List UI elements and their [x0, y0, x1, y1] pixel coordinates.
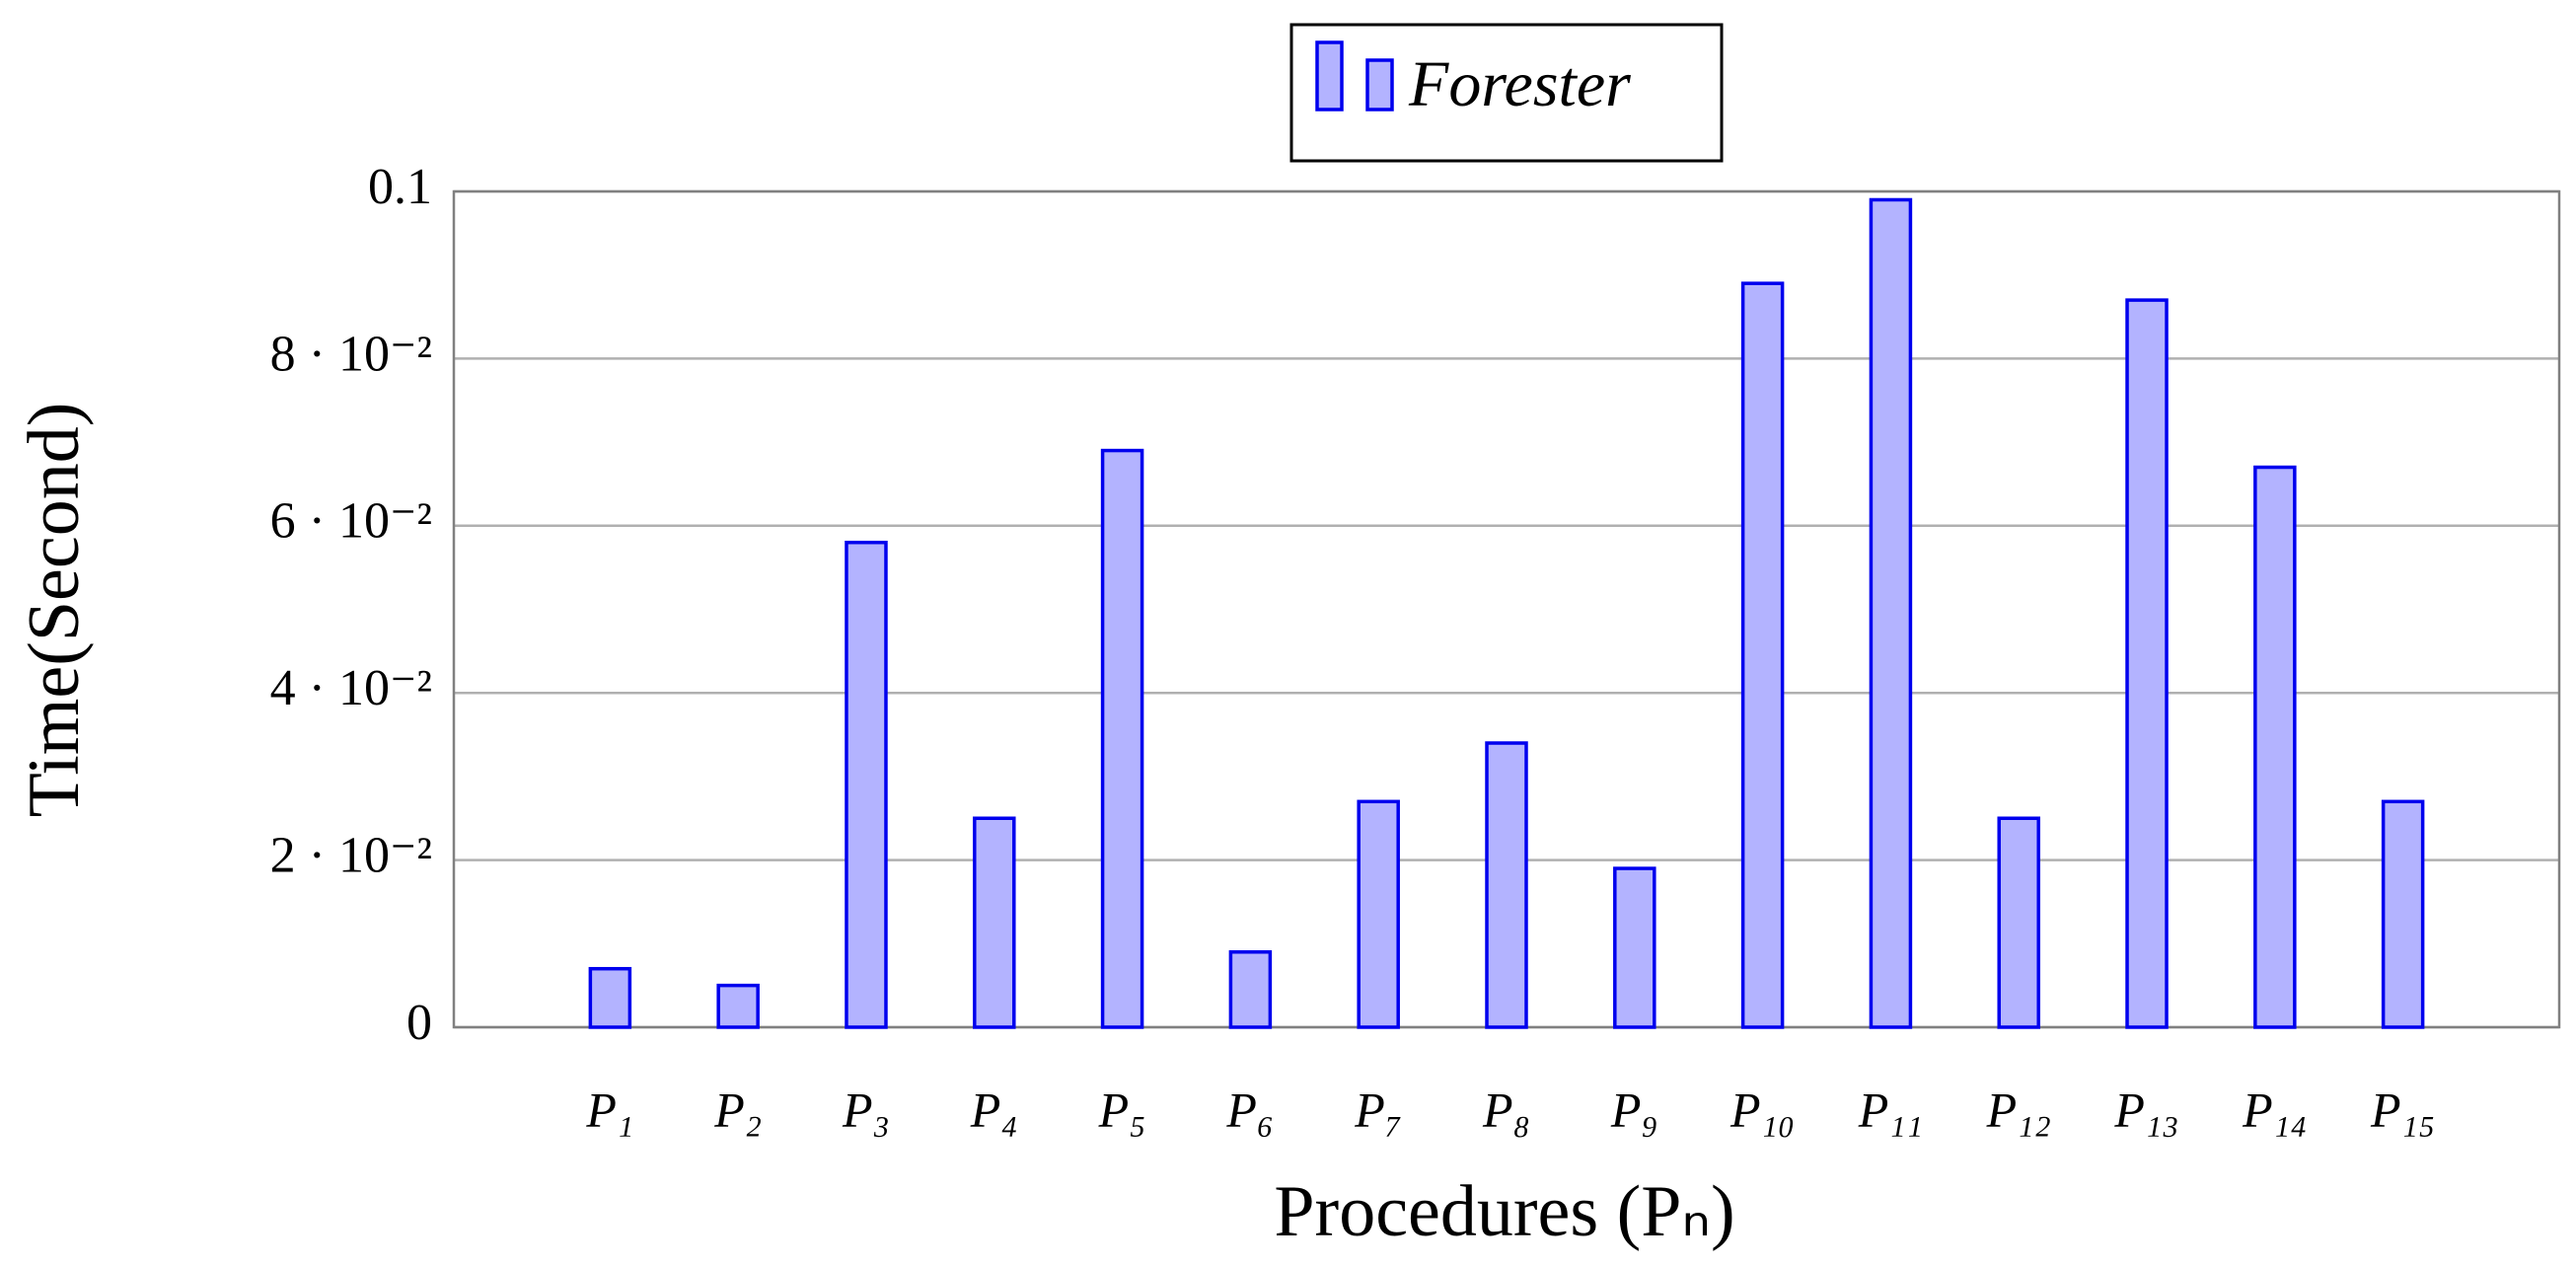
y-tick-label: 6 · 10⁻² — [270, 493, 432, 550]
bar — [845, 540, 888, 1029]
x-tick-label: P₁₀ — [1730, 1081, 1795, 1137]
x-tick-label: P₅ — [1098, 1081, 1146, 1137]
bar — [1613, 866, 1656, 1029]
x-tick-label: P₈ — [1482, 1081, 1530, 1137]
bar — [1485, 741, 1528, 1029]
y-tick-label: 0 — [406, 995, 432, 1051]
x-tick-label: P₁₅ — [2370, 1081, 2435, 1137]
x-axis-title: Procedures (Pₙ) — [1274, 1171, 1734, 1252]
bar — [1100, 448, 1144, 1029]
legend-box — [1289, 23, 1724, 163]
legend-label: Forester — [1408, 48, 1631, 120]
y-axis-title: Time(Second) — [14, 403, 95, 818]
bar — [1997, 816, 2040, 1029]
x-tick-label: P₂ — [713, 1081, 762, 1137]
legend-swatch — [1365, 58, 1394, 112]
x-tick-label: P₆ — [1225, 1081, 1274, 1137]
x-tick-label: P₁₁ — [1858, 1081, 1923, 1137]
bar — [1740, 281, 1785, 1029]
y-tick-label: 0.1 — [368, 159, 432, 215]
bar — [588, 966, 632, 1029]
bar — [1228, 950, 1273, 1029]
bar — [2253, 465, 2297, 1029]
bar — [716, 983, 760, 1029]
x-tick-label: P₃ — [842, 1081, 890, 1137]
y-tick-label: 8 · 10⁻² — [270, 326, 432, 382]
legend-swatch — [1315, 40, 1344, 112]
x-tick-label: P₁₃ — [2113, 1081, 2178, 1137]
x-tick-label: P₁₄ — [2242, 1081, 2307, 1137]
bar — [1357, 799, 1400, 1029]
x-tick-label: P₇ — [1354, 1081, 1402, 1137]
y-tick-label: 4 · 10⁻² — [270, 660, 432, 716]
x-tick-label: P₄ — [970, 1081, 1018, 1137]
x-tick-label: P₁ — [585, 1081, 633, 1137]
y-tick-label: 2 · 10⁻² — [270, 828, 432, 884]
bar — [1869, 197, 1913, 1029]
bar — [2125, 298, 2169, 1029]
x-tick-label: P₁₂ — [1986, 1081, 2051, 1137]
bar — [2381, 799, 2425, 1029]
bar — [973, 816, 1016, 1029]
x-tick-label: P₉ — [1610, 1081, 1658, 1137]
